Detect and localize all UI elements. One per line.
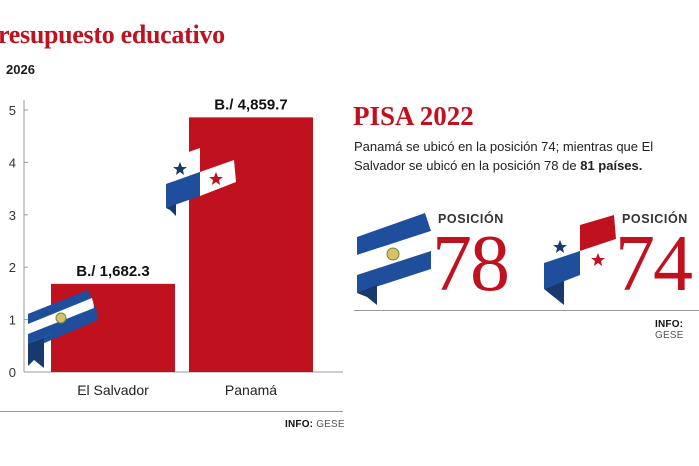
info-prefix: INFO: <box>285 419 314 430</box>
y-tick-label: 4 <box>9 155 16 170</box>
y-tick-label: 0 <box>9 365 16 380</box>
chart-title: resupuesto educativo <box>0 20 225 49</box>
pisa-text-main: Panamá se ubicó en la posición 74; mient… <box>354 139 654 173</box>
position-number: 78 <box>432 220 510 308</box>
y-tick-label: 3 <box>9 208 16 223</box>
left-bottom-rule <box>0 411 343 412</box>
panama-flag-icon <box>544 215 616 305</box>
info-source-right: INFO: GESE <box>655 319 699 341</box>
el-salvador-flag-icon <box>357 213 431 305</box>
position-number: 74 <box>615 220 693 308</box>
bar-value-label: B./ 1,682.3 <box>76 263 149 280</box>
info-source-left: INFO: GESE <box>285 419 345 430</box>
pisa-text-bold: 81 países. <box>580 158 643 173</box>
y-tick-label: 5 <box>9 103 16 118</box>
position-label: POSICIÓN <box>622 212 688 226</box>
right-bottom-rule <box>354 310 699 311</box>
category-label: Panamá <box>225 382 277 398</box>
y-tick-label: 2 <box>9 260 16 275</box>
bar-value-label: B./ 4,859.7 <box>214 96 287 113</box>
info-source: GESE <box>655 330 684 341</box>
bar-labels: B./ 1,682.3 El Salvador B./ 4,859.7 Panamá <box>76 96 287 398</box>
category-label: El Salvador <box>77 382 149 398</box>
panama-flag-icon <box>166 140 236 216</box>
y-axis-ticks: 0 1 2 3 4 5 <box>9 103 28 380</box>
y-tick-label: 1 <box>9 313 16 328</box>
position-label: POSICIÓN <box>438 212 504 226</box>
info-prefix: INFO: <box>655 319 684 330</box>
el-salvador-flag-icon <box>28 290 98 368</box>
chart-subtitle: 2026 <box>6 62 35 77</box>
info-source: GESE <box>316 419 345 430</box>
bar-chart: 0 1 2 3 4 5 B./ 1,682.3 El Salvador B./ 4,859.7… <box>9 96 343 398</box>
pisa-description: Panamá se ubicó en la posición 74; mient… <box>354 137 699 175</box>
pisa-title: PISA 2022 <box>353 101 474 131</box>
